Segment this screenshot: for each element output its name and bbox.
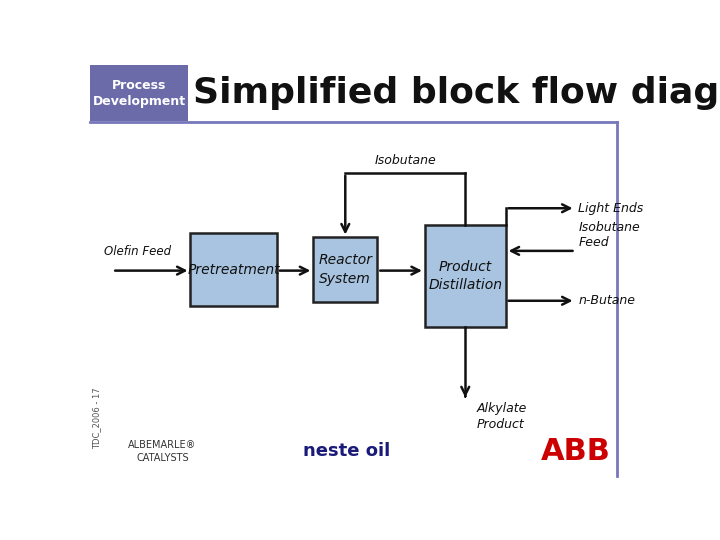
Text: Pretreatment: Pretreatment bbox=[187, 262, 280, 276]
FancyBboxPatch shape bbox=[425, 225, 505, 327]
Text: Isobutane: Isobutane bbox=[374, 154, 436, 167]
Text: Process
Development: Process Development bbox=[93, 79, 186, 107]
Text: Light Ends: Light Ends bbox=[578, 202, 644, 215]
Text: Isobutane
Feed: Isobutane Feed bbox=[578, 221, 640, 249]
Text: Olefin Feed: Olefin Feed bbox=[104, 245, 171, 258]
FancyBboxPatch shape bbox=[90, 65, 188, 121]
Text: neste oil: neste oil bbox=[303, 442, 390, 461]
Text: ABB: ABB bbox=[541, 437, 611, 466]
Text: ALBEMARLE®
CATALYSTS: ALBEMARLE® CATALYSTS bbox=[128, 440, 197, 463]
FancyBboxPatch shape bbox=[313, 238, 377, 302]
Text: Reactor
System: Reactor System bbox=[318, 253, 372, 286]
Text: Alkylate
Product: Alkylate Product bbox=[477, 402, 527, 430]
Text: n-Butane: n-Butane bbox=[578, 294, 635, 307]
Text: Product
Distillation: Product Distillation bbox=[428, 260, 503, 292]
Text: Simplified block flow diagram: Simplified block flow diagram bbox=[193, 76, 720, 110]
FancyBboxPatch shape bbox=[190, 233, 277, 306]
Text: TDC_2006 - 17: TDC_2006 - 17 bbox=[92, 387, 102, 449]
